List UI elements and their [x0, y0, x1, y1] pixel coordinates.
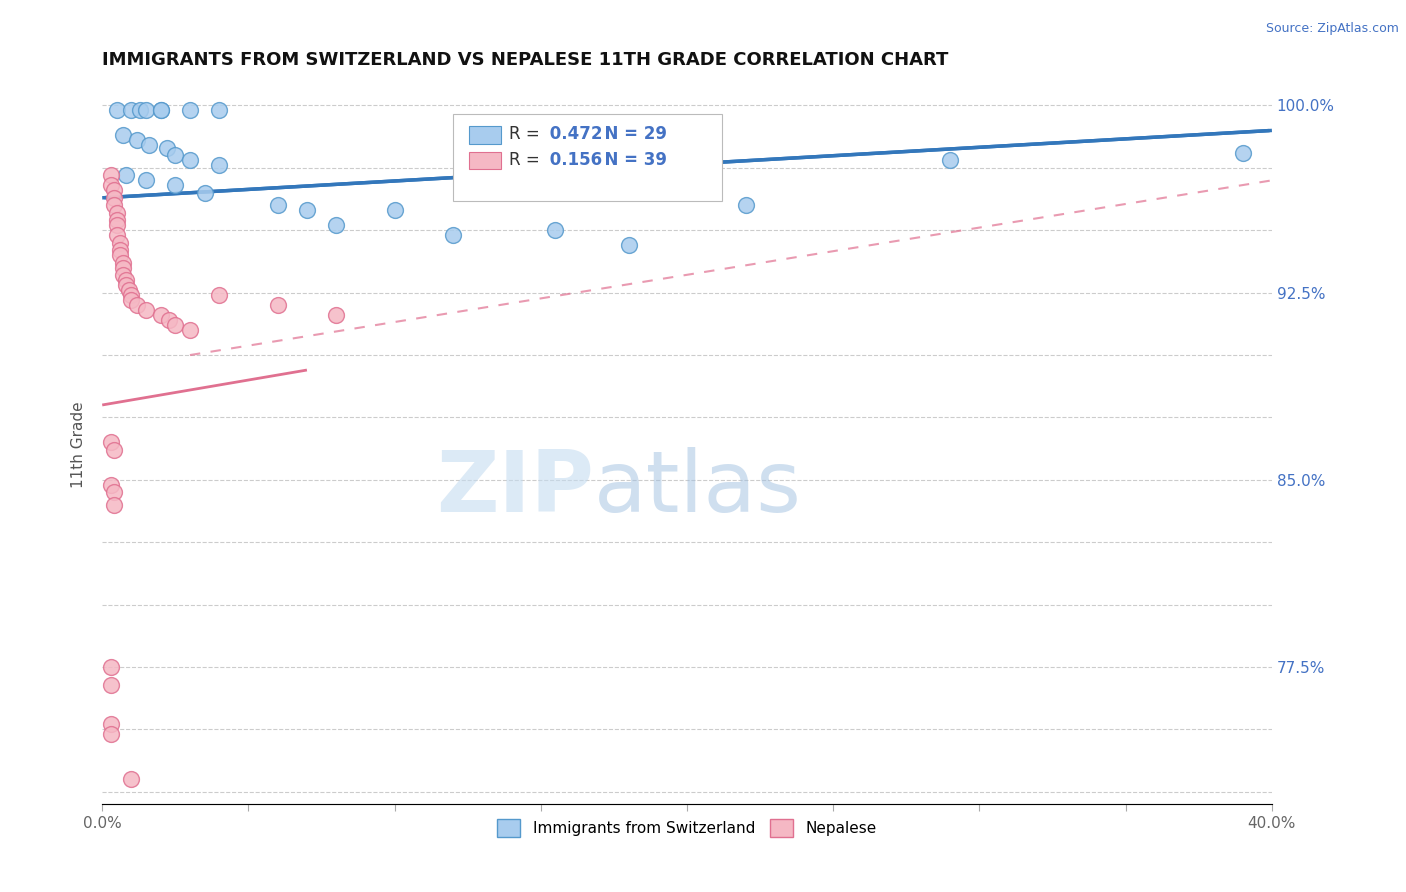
Point	[129, 103, 152, 118]
Text: N = 29: N = 29	[593, 126, 668, 144]
Point	[100, 727, 122, 741]
Point	[100, 478, 122, 492]
Point	[295, 203, 318, 218]
Point	[111, 128, 134, 143]
Point	[939, 153, 962, 168]
Point	[111, 268, 134, 283]
Text: 0.156: 0.156	[544, 151, 603, 169]
Point	[325, 308, 347, 322]
Point	[103, 498, 125, 512]
Point	[100, 677, 122, 691]
Text: atlas: atlas	[593, 447, 801, 530]
Point	[114, 169, 136, 183]
Point	[105, 103, 128, 118]
Point	[105, 213, 128, 227]
Y-axis label: 11th Grade: 11th Grade	[72, 401, 86, 488]
Point	[266, 198, 288, 212]
Point	[441, 228, 464, 243]
Point	[114, 278, 136, 293]
Point	[108, 235, 131, 250]
Point	[100, 178, 122, 193]
Point	[149, 308, 172, 322]
Point	[179, 103, 201, 118]
Point	[138, 138, 160, 153]
Text: R =: R =	[509, 151, 540, 169]
Point	[325, 219, 347, 233]
FancyBboxPatch shape	[470, 152, 501, 169]
Point	[165, 318, 187, 332]
Point	[114, 273, 136, 287]
Text: 0.472: 0.472	[544, 126, 603, 144]
Point	[103, 191, 125, 205]
Point	[120, 772, 142, 787]
Point	[127, 298, 149, 312]
Point	[135, 303, 157, 318]
Point	[617, 238, 640, 252]
Point	[135, 103, 157, 118]
Point	[105, 219, 128, 233]
Point	[100, 435, 122, 450]
Point	[149, 103, 172, 118]
Point	[193, 186, 215, 200]
FancyBboxPatch shape	[453, 114, 723, 201]
Point	[105, 228, 128, 243]
Point	[1232, 145, 1254, 160]
Point	[734, 198, 756, 212]
Point	[208, 158, 231, 172]
Point	[100, 717, 122, 731]
Point	[384, 203, 406, 218]
Text: IMMIGRANTS FROM SWITZERLAND VS NEPALESE 11TH GRADE CORRELATION CHART: IMMIGRANTS FROM SWITZERLAND VS NEPALESE …	[103, 51, 949, 69]
Point	[103, 198, 125, 212]
Point	[149, 103, 172, 118]
Point	[100, 169, 122, 183]
Point	[117, 283, 139, 297]
Point	[179, 153, 201, 168]
Point	[100, 660, 122, 674]
Point	[103, 485, 125, 500]
Text: ZIP: ZIP	[436, 447, 593, 530]
Point	[103, 183, 125, 197]
FancyBboxPatch shape	[470, 127, 501, 144]
Point	[266, 298, 288, 312]
Point	[103, 442, 125, 457]
Point	[135, 173, 157, 187]
Point	[208, 103, 231, 118]
Point	[155, 141, 177, 155]
Text: R =: R =	[509, 126, 540, 144]
Point	[208, 288, 231, 302]
Point	[111, 260, 134, 275]
Point	[544, 223, 567, 237]
Point	[108, 244, 131, 258]
Point	[165, 178, 187, 193]
Text: Source: ZipAtlas.com: Source: ZipAtlas.com	[1265, 22, 1399, 36]
Text: N = 39: N = 39	[593, 151, 668, 169]
Point	[120, 293, 142, 307]
Point	[179, 323, 201, 337]
Point	[165, 148, 187, 162]
Point	[127, 133, 149, 147]
Point	[120, 103, 142, 118]
Point	[105, 206, 128, 220]
Point	[120, 288, 142, 302]
Point	[111, 256, 134, 270]
Legend: Immigrants from Switzerland, Nepalese: Immigrants from Switzerland, Nepalese	[491, 813, 883, 844]
Point	[108, 248, 131, 262]
Point	[159, 313, 181, 327]
